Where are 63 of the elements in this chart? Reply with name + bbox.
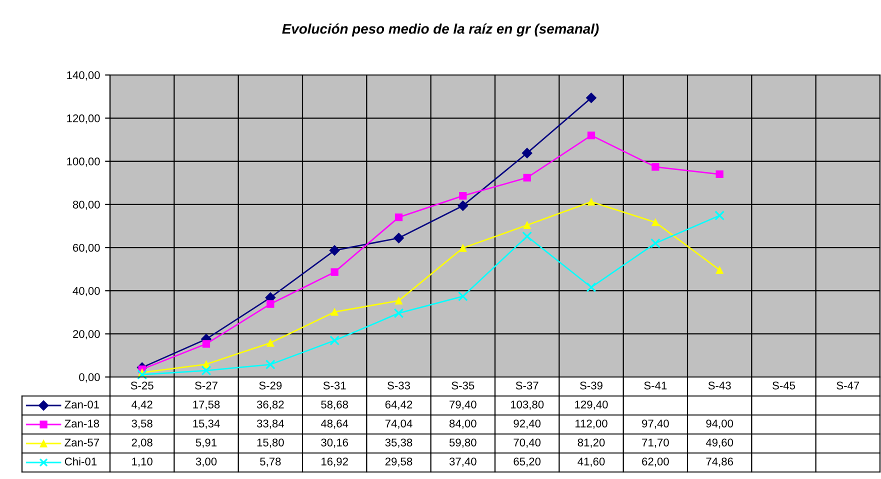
data-label: 37,40: [449, 458, 476, 467]
x-tick-label: S-29: [259, 382, 282, 390]
data-label: 35,38: [385, 438, 412, 448]
y-tick-label: 80,00: [72, 200, 100, 210]
legend-label: Zan-01: [64, 400, 100, 408]
x-tick-label: S-43: [708, 382, 731, 390]
data-label: 30,16: [321, 438, 348, 448]
data-label: 5,91: [196, 438, 217, 448]
data-label: 15,34: [193, 420, 220, 429]
y-tick-label: 0,00: [79, 373, 100, 382]
legend-label: Zan-57: [64, 438, 99, 446]
legend-label: Zan-18: [64, 420, 100, 428]
x-tick-label: S-37: [516, 382, 538, 390]
data-label: 3,58: [132, 420, 152, 429]
data-label: 97,40: [642, 420, 669, 429]
x-tick-label: S-25: [130, 382, 154, 390]
data-label: 3,00: [196, 458, 217, 467]
data-label: 36,82: [256, 400, 284, 410]
x-tick-label: S-27: [195, 382, 218, 390]
data-label: 79,40: [450, 400, 476, 410]
data-label: 49,60: [706, 438, 734, 448]
data-label: 17,58: [193, 400, 220, 410]
data-label: 81,20: [578, 438, 605, 448]
y-tick-label: 40,00: [72, 286, 100, 296]
y-tick-label: 100,00: [67, 158, 100, 167]
data-label: 2,08: [132, 438, 152, 448]
data-label: 74,04: [385, 420, 412, 429]
data-label: 29,58: [385, 458, 412, 467]
data-label: 74,86: [706, 458, 733, 467]
data-label: 59,80: [449, 438, 476, 448]
data-label: 5,78: [260, 458, 281, 467]
data-label: 33,84: [256, 420, 284, 429]
data-label: 103,80: [510, 400, 544, 410]
y-tick-label: 60,00: [73, 244, 100, 254]
data-label: 65,20: [514, 458, 541, 467]
y-tick-label: 20,00: [73, 330, 100, 340]
data-label: 41,60: [578, 458, 605, 467]
data-label: 92,40: [514, 420, 541, 429]
x-tick-label: S-47: [836, 382, 860, 390]
data-label: 70,40: [514, 438, 541, 448]
data-label: 16,92: [322, 458, 348, 467]
x-tick-label: S-41: [644, 382, 667, 390]
legend-label: Chi-01: [64, 457, 97, 466]
x-tick-label: S-31: [323, 382, 346, 390]
data-label: 62,00: [642, 458, 669, 467]
x-tick-label: S-35: [452, 382, 474, 390]
chart-title: Evolución peso medio de la raíz en gr (semanal): [282, 23, 599, 37]
x-tick-label: S-45: [772, 382, 796, 390]
data-label: 84,00: [450, 420, 476, 429]
data-label: 58,68: [321, 400, 348, 410]
data-label: 71,70: [642, 438, 669, 448]
y-tick-label: 140,00: [67, 71, 100, 80]
data-label: 48,64: [320, 420, 348, 429]
data-label: 1,10: [132, 458, 152, 467]
x-tick-label: S-33: [388, 382, 410, 390]
data-label: 129,40: [575, 400, 608, 410]
data-label: 112,00: [576, 420, 608, 429]
data-label: 15,80: [257, 438, 284, 448]
x-tick-label: S-39: [580, 382, 602, 390]
data-label: 4,42: [132, 400, 152, 410]
data-label: 94,00: [706, 420, 734, 429]
y-tick-label: 120,00: [67, 114, 100, 124]
data-label: 64,42: [385, 400, 412, 410]
